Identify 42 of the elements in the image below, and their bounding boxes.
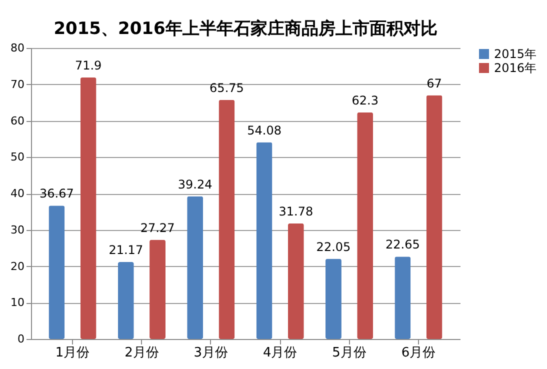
data-label: 54.08: [247, 123, 282, 138]
y-tick-label: 40: [10, 187, 24, 200]
y-tick-label: 20: [10, 260, 24, 273]
bar: [426, 95, 442, 339]
y-tick-label: 50: [10, 150, 24, 164]
x-tick-label: 1月份: [55, 346, 90, 360]
data-label: 22.05: [316, 240, 351, 254]
bar: [256, 142, 272, 339]
x-tick-label: 3月份: [194, 346, 228, 360]
data-label: 65.75: [210, 80, 244, 95]
y-tick-label: 70: [10, 78, 24, 91]
y-tick-label: 60: [10, 114, 24, 128]
data-label: 71.9: [74, 58, 102, 72]
data-label: 22.65: [385, 238, 420, 252]
x-tick-label: 6月份: [401, 346, 436, 360]
bar: [48, 206, 65, 339]
data-label: 27.27: [140, 220, 175, 235]
data-label: 67: [426, 76, 442, 90]
data-label: 39.24: [178, 177, 212, 192]
y-tick-label: 10: [10, 296, 24, 310]
data-label: 36.67: [40, 186, 74, 201]
y-tick-label: 30: [10, 223, 24, 236]
bar: [357, 112, 374, 339]
bar: [218, 100, 235, 339]
bar: [80, 77, 96, 339]
data-label: 31.78: [278, 204, 314, 218]
bar: [187, 196, 204, 339]
chart-title: 2015、2016年上半年石家庄商品房上市面积对比: [54, 19, 438, 39]
bar: [394, 256, 411, 339]
data-label: 62.3: [352, 93, 378, 108]
data-label: 21.17: [108, 242, 144, 257]
x-tick-label: 5月份: [332, 346, 366, 360]
bar: [118, 262, 134, 339]
x-tick-label: 4月份: [262, 346, 298, 360]
bar: [150, 240, 166, 339]
bar: [288, 223, 304, 339]
x-tick-label: 2月份: [124, 346, 159, 360]
legend-label: 2016年: [494, 61, 537, 75]
bar: [325, 258, 342, 339]
y-tick-label: 80: [10, 42, 24, 54]
y-tick-label: 0: [18, 332, 24, 346]
legend-label: 2015年: [494, 47, 537, 61]
